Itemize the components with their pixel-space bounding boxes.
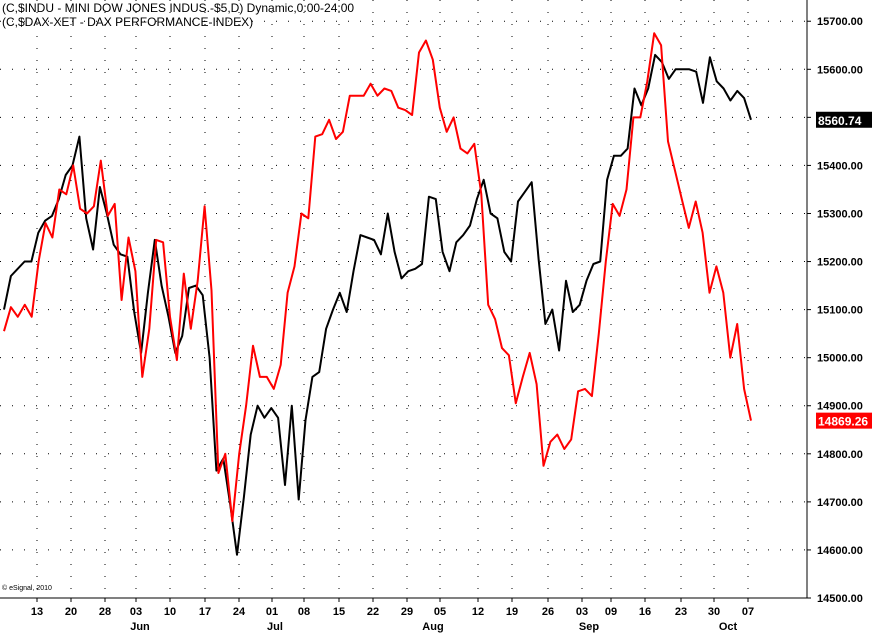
last-value-labels: 8560.74 14869.26 bbox=[816, 111, 872, 429]
x-tick-label: 24 bbox=[233, 606, 246, 618]
x-tick-label: 17 bbox=[199, 606, 211, 618]
y-tick-label: 15300.00 bbox=[817, 208, 863, 220]
x-tick-label: 03 bbox=[130, 606, 142, 618]
y-tick-label: 14600.00 bbox=[817, 545, 863, 557]
last-value-dax: 14869.26 bbox=[816, 412, 872, 429]
x-tick-label: 03 bbox=[576, 606, 588, 618]
x-tick-label: 16 bbox=[639, 606, 651, 618]
x-tick-label: 12 bbox=[472, 606, 484, 618]
y-tick-label: 15200.00 bbox=[817, 257, 863, 269]
x-tick-label: 09 bbox=[605, 606, 617, 618]
x-tick-label: 19 bbox=[506, 606, 518, 618]
last-value-box bbox=[816, 111, 872, 128]
x-tick-label: 10 bbox=[164, 606, 176, 618]
x-tick-label: 22 bbox=[367, 606, 379, 618]
month-label: Jun bbox=[130, 621, 150, 633]
last-value-label: 14869.26 bbox=[818, 415, 868, 429]
last-value-dow: 8560.74 bbox=[816, 111, 872, 128]
x-tick-label: 13 bbox=[31, 606, 43, 618]
x-tick-label: 28 bbox=[99, 606, 111, 618]
series-line-dax bbox=[3, 32, 752, 523]
series-line-dow bbox=[3, 53, 752, 556]
x-tick-label: 23 bbox=[675, 606, 687, 618]
x-tick-label: 08 bbox=[298, 606, 310, 618]
x-tick-label: 05 bbox=[434, 606, 446, 618]
month-labels: Jun Jul Aug Sep Oct bbox=[130, 621, 737, 633]
legend-dax: (C,$DAX-XET - DAX PERFORMANCE-INDEX) bbox=[2, 15, 254, 29]
month-label: Sep bbox=[579, 621, 599, 633]
y-tick-label: 15600.00 bbox=[817, 64, 863, 76]
y-tick-labels: 15700.0015600.0015500.0015400.0015300.00… bbox=[807, 16, 863, 605]
x-tick-label: 15 bbox=[333, 606, 345, 618]
y-tick-label: 15100.00 bbox=[817, 305, 863, 317]
legend-dow: (C,$INDU - MINI DOW JONES INDUS.-$5,D) D… bbox=[2, 1, 355, 15]
x-tick-label: 26 bbox=[542, 606, 554, 618]
last-value-label: 8560.74 bbox=[818, 114, 862, 128]
y-tick-label: 15400.00 bbox=[817, 160, 863, 172]
x-tick-label: 07 bbox=[742, 606, 754, 618]
y-tick-label: 14800.00 bbox=[817, 449, 863, 461]
x-tick-label: 01 bbox=[266, 606, 278, 618]
month-label: Oct bbox=[719, 621, 738, 633]
axes bbox=[0, 0, 808, 599]
month-label: Jul bbox=[267, 621, 283, 633]
x-tick-labels: 13 20 28 03 10 17 24 01 08 15 22 29 05 12 19 26 03 09 16 23… bbox=[31, 598, 754, 618]
y-tick-label: 14700.00 bbox=[817, 497, 863, 509]
x-tick-label: 30 bbox=[708, 606, 720, 618]
x-tick-label: 20 bbox=[65, 606, 77, 618]
y-tick-label: 15700.00 bbox=[817, 16, 863, 28]
last-value-box bbox=[816, 412, 872, 429]
y-tick-label: 14900.00 bbox=[817, 401, 863, 413]
month-label: Aug bbox=[422, 621, 443, 633]
x-tick-label: 29 bbox=[401, 606, 413, 618]
copyright: © eSignal, 2010 bbox=[2, 585, 52, 592]
y-tick-label: 15000.00 bbox=[817, 353, 863, 365]
series bbox=[3, 32, 752, 556]
y-tick-label: 14500.00 bbox=[817, 593, 863, 605]
